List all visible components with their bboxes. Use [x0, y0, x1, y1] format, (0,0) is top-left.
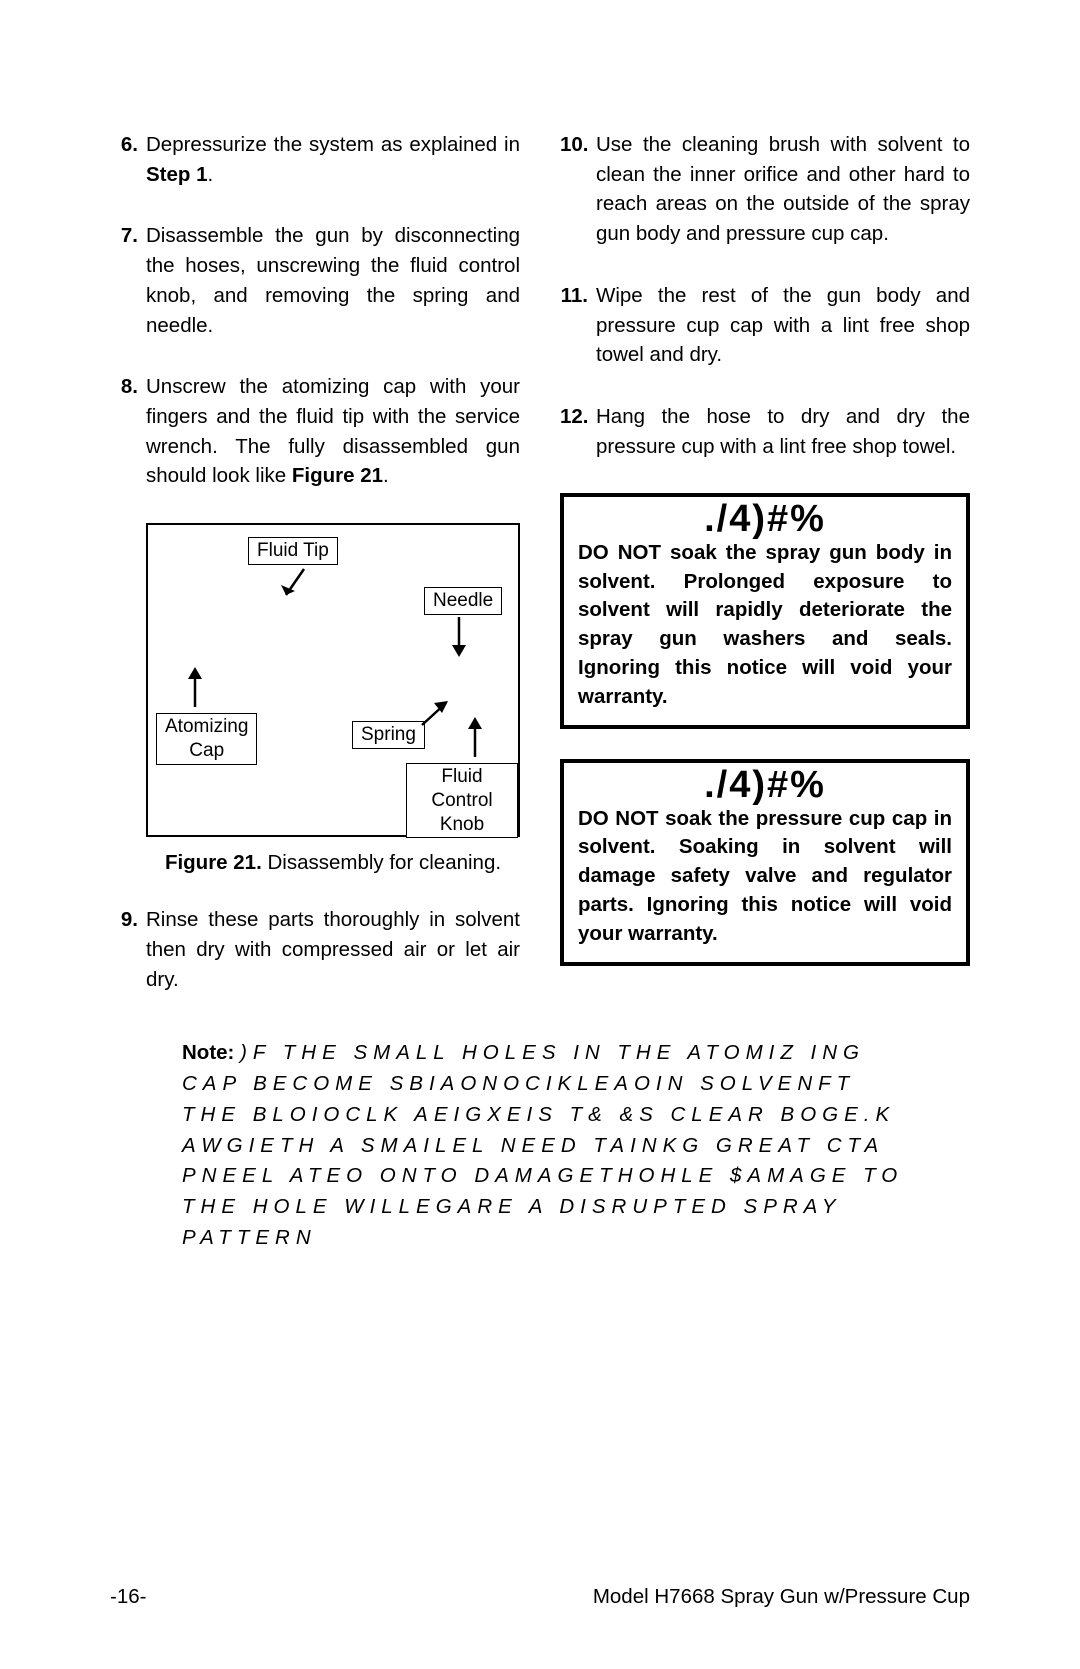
step-number: 7.: [110, 221, 146, 340]
note: Note: )F THE SMALL HOLES IN THE ATOMIZ I…: [182, 1038, 922, 1253]
left-column: 6. Depressurize the system as explained …: [110, 130, 520, 1026]
label-fluid-tip: Fluid Tip: [248, 537, 338, 565]
step-number: 6.: [110, 130, 146, 189]
label-atomizing-cap: Atomizing Cap: [156, 713, 257, 765]
step-text: Wipe the rest of the gun body and pressu…: [596, 281, 970, 370]
text: Depressurize the system as explained in: [146, 133, 520, 156]
page: 6. Depressurize the system as explained …: [0, 0, 1080, 1669]
step-text: Disassemble the gun by disconnecting the…: [146, 221, 520, 340]
model-name: Model H7668 Spray Gun w/Pressure Cup: [593, 1585, 970, 1609]
step-9: 9. Rinse these parts thoroughly in solve…: [110, 905, 520, 994]
notice-1: ./4)#% DO NOT soak the spray gun body in…: [560, 493, 970, 729]
text-bold: Step 1: [146, 163, 208, 186]
columns: 6. Depressurize the system as explained …: [110, 130, 970, 1026]
caption-bold: Figure 21.: [165, 851, 262, 874]
label-spring: Spring: [352, 721, 425, 749]
step-text: Rinse these parts thoroughly in solvent …: [146, 905, 520, 994]
arrow-icon: [278, 565, 318, 605]
step-text: Depressurize the system as explained in …: [146, 130, 520, 189]
text: .: [383, 464, 389, 487]
notice-title: ./4)#%: [578, 763, 952, 809]
page-number: -16-: [110, 1585, 146, 1609]
step-11: 11. Wipe the rest of the gun body and pr…: [560, 281, 970, 370]
step-number: 12.: [560, 402, 596, 461]
figure-caption: Figure 21. Disassembly for cleaning.: [146, 851, 520, 875]
notice-2: ./4)#% DO NOT soak the pressure cup cap …: [560, 759, 970, 966]
arrow-icon: [460, 715, 490, 765]
note-lead: Note:: [182, 1041, 240, 1064]
notice-title: ./4)#%: [578, 497, 952, 543]
step-10: 10. Use the cleaning brush with solvent …: [560, 130, 970, 249]
text: .: [208, 163, 214, 186]
label-line-2: Knob: [440, 814, 484, 835]
arrow-icon: [180, 665, 210, 715]
label-needle: Needle: [424, 587, 502, 615]
step-text: Use the cleaning brush with solvent to c…: [596, 130, 970, 249]
arrow-icon: [444, 615, 474, 665]
step-text: Unscrew the atomizing cap with your fing…: [146, 372, 520, 491]
label-line-2: Cap: [189, 740, 224, 761]
step-number: 11.: [560, 281, 596, 370]
step-number: 9.: [110, 905, 146, 994]
figure-21: Fluid Tip Needle Atom: [146, 523, 520, 837]
right-column: 10. Use the cleaning brush with solvent …: [560, 130, 970, 1026]
caption-text: Disassembly for cleaning.: [262, 851, 501, 874]
text-bold: Figure 21: [292, 464, 383, 487]
label-line-1: Fluid Control: [431, 766, 492, 811]
label-fluid-control-knob: Fluid Control Knob: [406, 763, 518, 838]
step-8: 8. Unscrew the atomizing cap with your f…: [110, 372, 520, 491]
arrow-icon: [418, 695, 458, 731]
step-7: 7. Disassemble the gun by disconnecting …: [110, 221, 520, 340]
label-line-1: Atomizing: [165, 716, 248, 737]
note-body: )F THE SMALL HOLES IN THE ATOMIZ ING CAP…: [182, 1041, 903, 1249]
step-number: 8.: [110, 372, 146, 491]
step-6: 6. Depressurize the system as explained …: [110, 130, 520, 189]
step-number: 10.: [560, 130, 596, 249]
notice-text: DO NOT soak the pressure cup cap in solv…: [578, 805, 952, 948]
step-12: 12. Hang the hose to dry and dry the pre…: [560, 402, 970, 461]
figure-canvas: Fluid Tip Needle Atom: [148, 525, 518, 835]
notice-text: DO NOT soak the spray gun body in solven…: [578, 539, 952, 711]
step-text: Hang the hose to dry and dry the pressur…: [596, 402, 970, 461]
page-footer: -16- Model H7668 Spray Gun w/Pressure Cu…: [110, 1585, 970, 1609]
